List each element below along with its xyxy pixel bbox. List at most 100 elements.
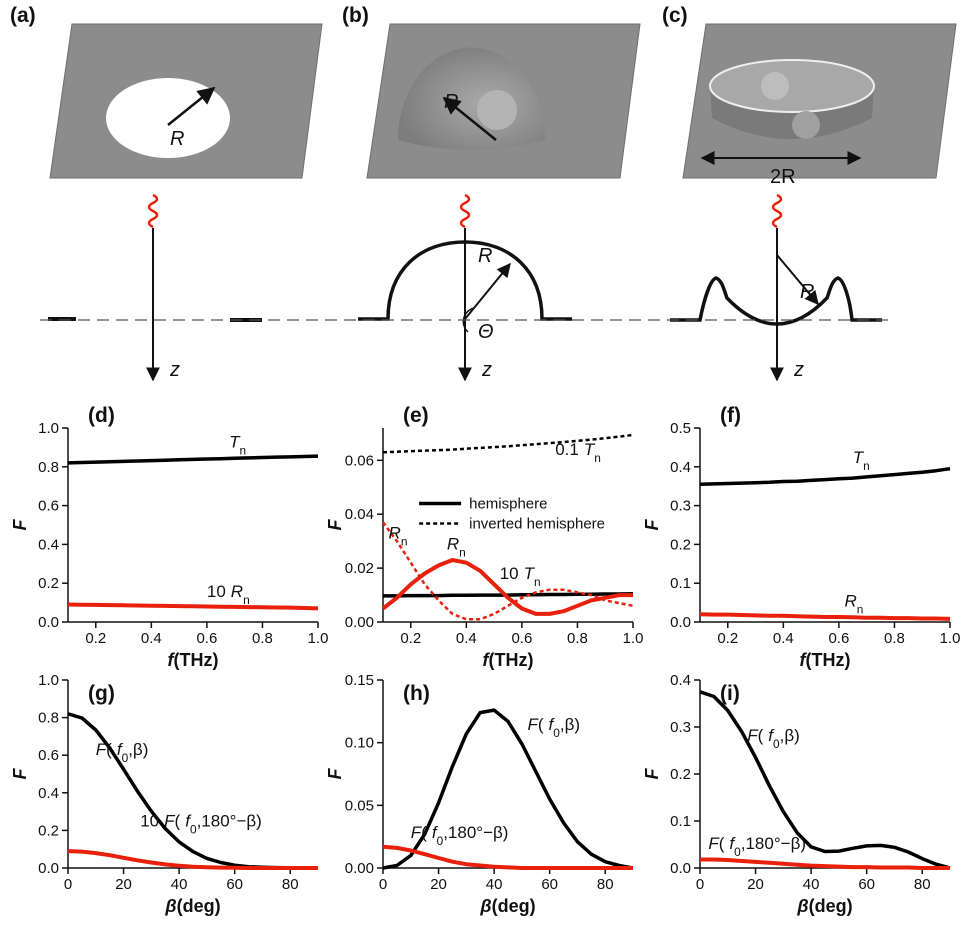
diagram-b: (b) R z R Θ — [342, 4, 641, 382]
series-line — [381, 521, 634, 621]
text-part: β — [796, 896, 808, 916]
panel-label: (d) — [88, 404, 115, 427]
x-tick-label: 20 — [430, 876, 447, 893]
text-part: n — [243, 593, 250, 607]
annotation: Rn — [447, 534, 466, 559]
y-axis-title: F — [10, 768, 30, 780]
y-tick-label: 0.0 — [670, 860, 691, 877]
panel-label: (a) — [10, 4, 36, 27]
text-part: F — [747, 726, 759, 745]
y-tick-label: 0.4 — [38, 785, 59, 802]
highlight — [761, 72, 789, 100]
angle-label: Θ — [478, 321, 494, 343]
x-tick-label: 40 — [486, 876, 503, 893]
series-line — [382, 844, 633, 870]
annotation: 10 Tn — [500, 564, 541, 589]
text-part: f — [800, 650, 808, 670]
radius-label: R — [170, 128, 184, 150]
y-axis-title: F — [325, 519, 345, 531]
text-part: R — [389, 523, 401, 542]
series-line — [67, 454, 319, 465]
source-wave — [771, 193, 783, 229]
y-tick-label: 0.00 — [345, 614, 374, 631]
y-tick-label: 0.0 — [670, 614, 691, 631]
annotation: 0.1 Tn — [555, 440, 601, 465]
text-part: F — [10, 519, 30, 531]
source-wave — [459, 193, 471, 229]
text-part: n — [534, 575, 541, 589]
text-part: 0 — [773, 737, 780, 751]
radius-label: R — [478, 245, 492, 267]
y-tick-label: 0.00 — [345, 860, 374, 877]
y-tick-label: 0.6 — [38, 747, 59, 764]
radius-label: R — [800, 281, 814, 303]
text-part: F — [411, 823, 423, 842]
text-part: β — [164, 896, 176, 916]
x-tick-label: 0 — [64, 876, 72, 893]
z-label: z — [793, 359, 804, 381]
text-part: 0.1 — [555, 440, 579, 459]
y-tick-label: 0.2 — [38, 575, 59, 592]
highlight — [477, 90, 517, 130]
x-tick-label: 0.4 — [773, 630, 794, 647]
text-part: ( — [758, 726, 764, 745]
text-part: (THz) — [806, 650, 851, 670]
text-part: F — [96, 740, 108, 759]
radius-arrow — [167, 86, 216, 126]
text-part: 0 — [122, 751, 129, 765]
text-part: (deg) — [492, 896, 536, 916]
x-tick-label: 0.6 — [511, 630, 532, 647]
x-tick-label: 80 — [597, 876, 614, 893]
x-tick-label: 1.0 — [940, 630, 961, 647]
y-tick-label: 0.2 — [670, 766, 691, 783]
annotation: F(f0,β) — [96, 740, 149, 765]
y-tick-label: 1.0 — [38, 672, 59, 689]
annotation: Tn — [229, 432, 246, 457]
text-part: ,β) — [780, 726, 800, 745]
text-part: f — [168, 650, 176, 670]
y-tick-label: 0.0 — [38, 614, 59, 631]
annotation: Rn — [389, 523, 408, 548]
text-part: T — [584, 440, 596, 459]
text-part: ( — [719, 834, 725, 853]
series-line — [382, 708, 634, 870]
text-part: 0 — [190, 823, 197, 837]
y-tick-label: 0.02 — [345, 560, 374, 577]
x-axis-title: f(THz) — [168, 650, 219, 670]
text-part: T — [853, 448, 865, 467]
x-tick-label: 0.8 — [884, 630, 905, 647]
highlight — [792, 111, 820, 139]
y-tick-label: 0.2 — [670, 536, 691, 553]
panel-label: (f) — [720, 404, 741, 427]
panel-label: (b) — [342, 4, 369, 27]
z-label: z — [481, 359, 492, 381]
diagram-c: (c) 2R z R — [662, 4, 957, 382]
text-part: R — [447, 534, 459, 553]
text-part: β — [479, 896, 491, 916]
bowl-rim — [709, 59, 875, 113]
panel-label: (e) — [403, 404, 429, 427]
series-line — [699, 612, 951, 621]
y-tick-label: 0.4 — [670, 672, 691, 689]
text-part: 0 — [437, 834, 444, 848]
text-part: R — [844, 591, 856, 610]
y-axis-title: F — [10, 519, 30, 531]
text-part: ,β) — [560, 715, 580, 734]
text-part: F — [164, 812, 176, 831]
x-tick-label: 1.0 — [623, 630, 644, 647]
y-tick-label: 0.06 — [345, 452, 374, 469]
x-tick-label: 0.2 — [85, 630, 106, 647]
panel-label: (h) — [403, 682, 430, 705]
text-part: ( — [175, 812, 181, 831]
text-part: f — [729, 834, 736, 853]
text-part: 0 — [734, 845, 741, 859]
x-tick-label: 0.6 — [196, 630, 217, 647]
panel-label: (g) — [88, 682, 115, 705]
text-part: T — [229, 432, 241, 451]
text-part: F — [708, 834, 720, 853]
x-axis-title: f(THz) — [483, 650, 534, 670]
series-line — [381, 558, 633, 616]
x-tick-label: 0.2 — [717, 630, 738, 647]
x-tick-label: 0.8 — [567, 630, 588, 647]
text-part: ( — [421, 823, 427, 842]
